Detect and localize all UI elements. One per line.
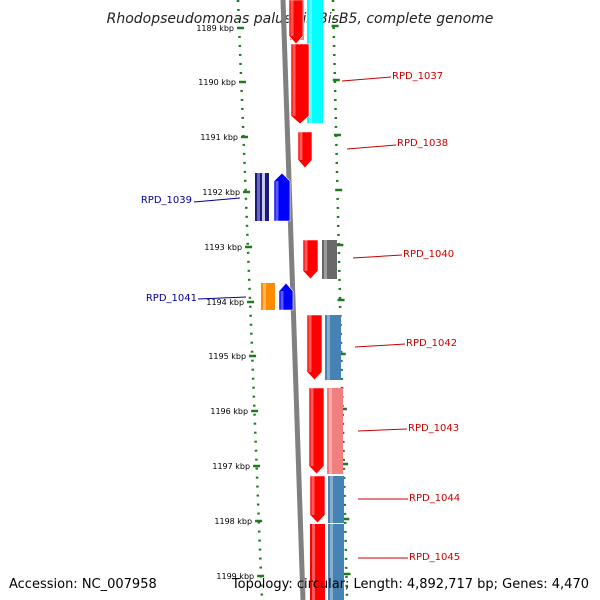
gene-features (255, 0, 344, 600)
feature-rpd1037-top-highlight (290, 0, 294, 36)
gene-label-leader (341, 76, 392, 82)
feature-rpd1042-highlight (308, 315, 312, 372)
tick-label: 1194 kbp (206, 298, 244, 307)
gene-label[interactable]: RPD_1037 (392, 71, 443, 82)
feature-rpd1043-highlight (310, 388, 314, 466)
accession-text: Accession: NC_007958 (9, 577, 157, 592)
tick-label: 1190 kbp (198, 78, 236, 87)
feature-rpd1041-highlight (280, 291, 284, 310)
feature-rpd1045-steel-highlight (330, 524, 333, 600)
gene-labels: RPD_1037 RPD_1038 RPD_1039 RPD_1040 RPD_1041… (141, 71, 460, 563)
gene-label-leader (197, 296, 247, 300)
feature-cyan-1037-highlight (309, 0, 312, 123)
gene-label-leader (354, 343, 406, 348)
gene-label-leader (352, 254, 403, 259)
tick-label: 1196 kbp (210, 407, 248, 416)
feature-rpd1044 (309, 475, 326, 524)
tick-label: 1199 kbp (216, 572, 254, 581)
feature-rpd1039 (273, 172, 291, 222)
feature-rpd1039-highlight (275, 181, 279, 221)
feature-rpd1040-grey (322, 240, 337, 279)
tick-label: 1198 kbp (214, 517, 252, 526)
feature-rpd1039-stripe (262, 173, 265, 221)
gene-label[interactable]: RPD_1043 (408, 423, 459, 434)
gene-label[interactable]: RPD_1039 (141, 195, 192, 206)
feature-rpd1039-dark-highlight (257, 173, 260, 221)
feature-rpd1045-highlight (312, 524, 315, 600)
feature-rpd1040 (302, 239, 319, 280)
feature-rpd1037 (290, 43, 310, 125)
tick-label: 1193 kbp (204, 243, 242, 252)
feature-rpd1042 (306, 314, 323, 381)
gene-label-leader (193, 197, 241, 203)
tick-label: 1195 kbp (208, 352, 246, 361)
feature-rpd1044-highlight (311, 476, 315, 515)
gene-label[interactable]: RPD_1040 (403, 249, 454, 260)
feature-rpd1041-orange (261, 283, 275, 310)
gene-label-leader (346, 144, 397, 150)
feature-rpd1038-highlight (299, 132, 303, 160)
feature-rpd1043-light-highlight (329, 388, 332, 474)
feature-rpd1040-highlight (304, 240, 308, 271)
feature-rpd1041 (278, 282, 294, 311)
tick-label: 1197 kbp (212, 462, 250, 471)
tick-label: 1192 kbp (202, 188, 240, 197)
feature-rpd1042-steel-highlight (327, 315, 330, 380)
gene-label[interactable]: RPD_1041 (146, 293, 197, 304)
feature-rpd1045 (310, 524, 325, 600)
feature-rpd1037-top (288, 0, 304, 45)
feature-rpd1038 (297, 131, 313, 169)
gene-label[interactable]: RPD_1038 (397, 138, 448, 149)
gene-label-leader (357, 428, 408, 432)
dotted-track-left (236, 0, 264, 600)
feature-rpd1042-steel (325, 315, 341, 380)
feature-rpd1037-highlight (292, 44, 296, 116)
feature-rpd1045-steel (328, 524, 344, 600)
dotted-tracks (236, 0, 349, 600)
feature-rpd1040-grey-highlight (324, 240, 327, 279)
feature-rpd1044-steel (328, 476, 344, 523)
gene-label[interactable]: RPD_1044 (409, 493, 460, 504)
feature-rpd1043 (308, 387, 325, 475)
dotted-track-right (331, 0, 349, 600)
feature-rpd1041-orange-highlight (263, 283, 266, 310)
gene-label[interactable]: RPD_1042 (406, 338, 457, 349)
tick-label: 1191 kbp (200, 133, 238, 142)
feature-rpd1043-light (327, 388, 343, 474)
gene-label[interactable]: RPD_1045 (409, 552, 460, 563)
tick-label: 1189 kbp (196, 24, 234, 33)
scale-ticks: 1189 kbp 1190 kbp 1191 kbp 1192 kbp 1193 kbp… (196, 24, 351, 581)
feature-rpd1044-steel-highlight (330, 476, 333, 523)
feature-cyan-1037 (307, 0, 323, 123)
genome-summary-text: Topology: circular; Length: 4,892,717 bp… (231, 577, 589, 592)
